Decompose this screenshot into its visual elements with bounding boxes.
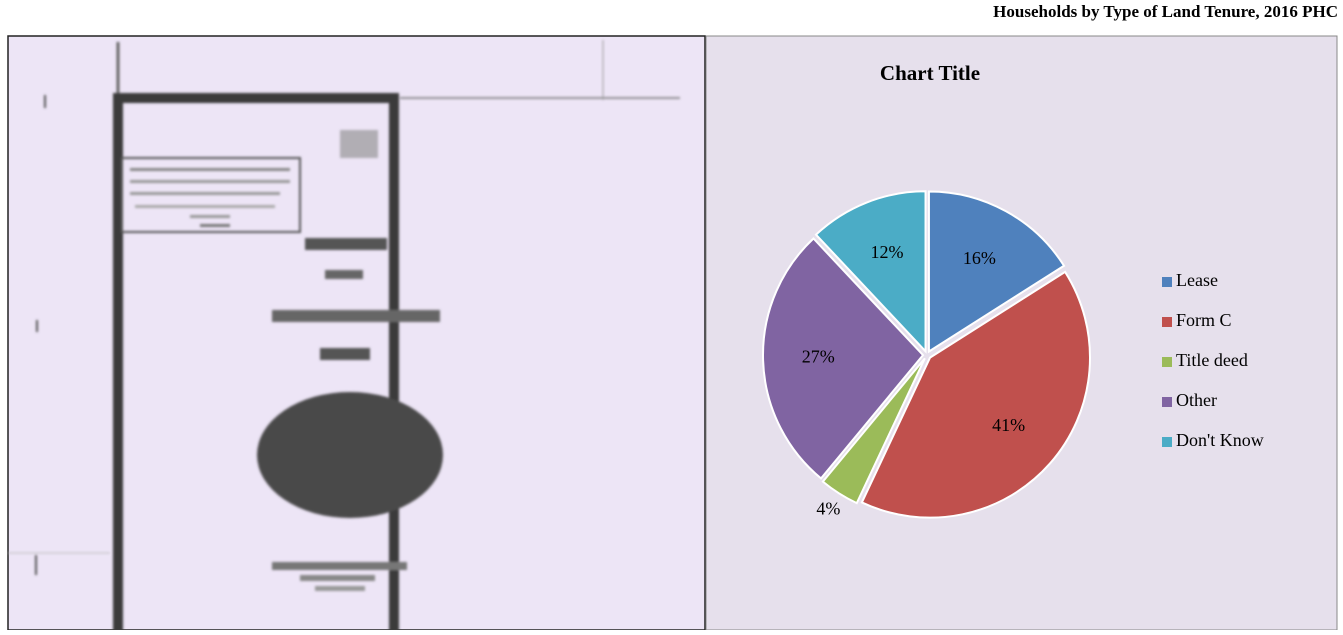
legend-label: Don't Know <box>1176 430 1264 450</box>
legend-swatch <box>1162 357 1172 367</box>
data-label: 27% <box>802 347 835 367</box>
heading: Households by Type of Land Tenure, 2016 … <box>993 2 1338 21</box>
data-label: 41% <box>992 415 1025 435</box>
data-label: 4% <box>816 498 840 518</box>
legend-label: Form C <box>1176 310 1232 330</box>
page: Households by Type of Land Tenure, 2016 … <box>0 0 1343 635</box>
legend-swatch <box>1162 437 1172 447</box>
legend-swatch <box>1162 397 1172 407</box>
legend-swatch <box>1162 277 1172 287</box>
legend-swatch <box>1162 317 1172 327</box>
data-label: 12% <box>870 242 903 262</box>
legend-label: Lease <box>1176 270 1218 290</box>
scanned-document <box>8 36 705 630</box>
data-label: 16% <box>963 248 996 268</box>
chart-title: Chart Title <box>880 61 980 85</box>
legend-label: Title deed <box>1176 350 1248 370</box>
canvas: Households by Type of Land Tenure, 2016 … <box>0 0 1343 630</box>
legend-label: Other <box>1176 390 1217 410</box>
